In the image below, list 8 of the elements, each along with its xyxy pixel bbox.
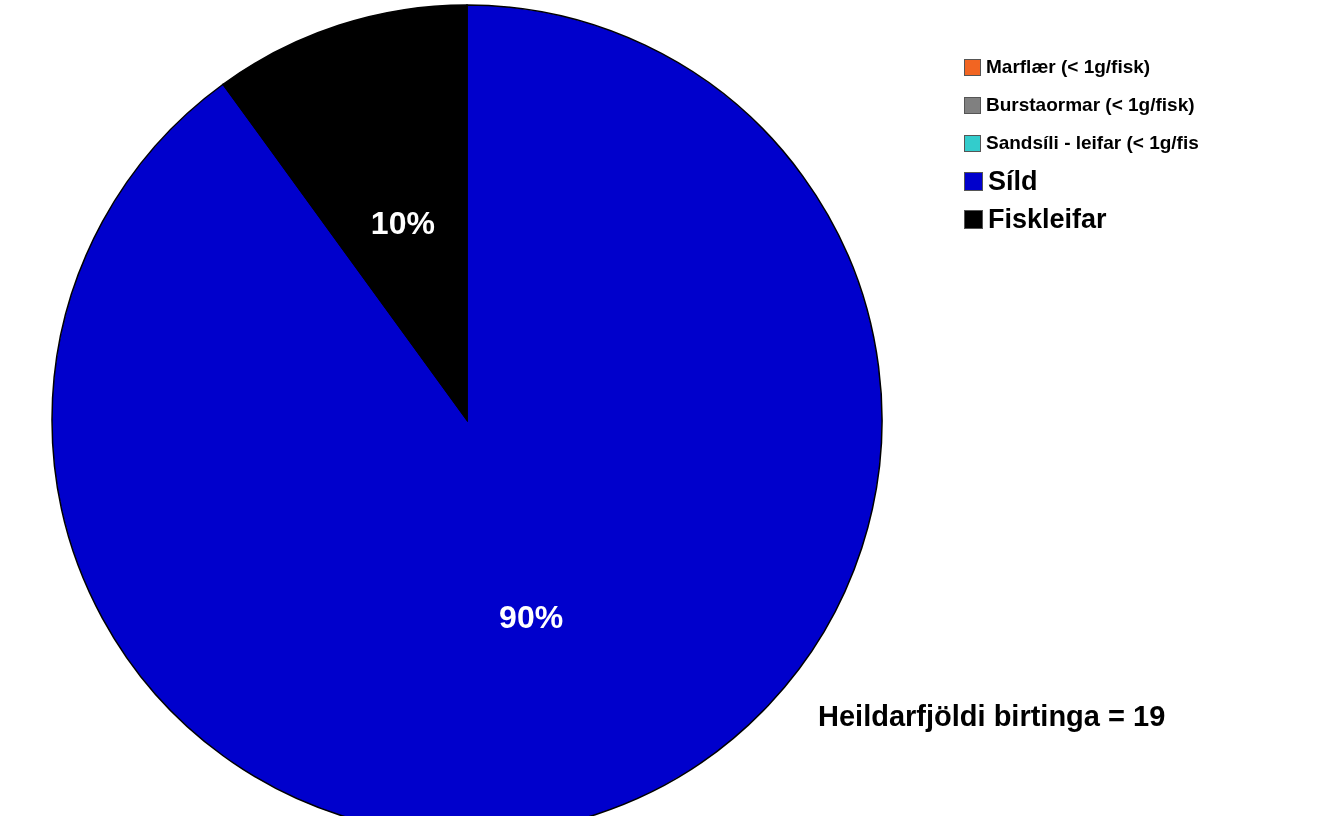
legend-label: Sandsíli - leifar (< 1g/fis — [986, 132, 1199, 154]
data-label: 10% — [370, 204, 435, 241]
legend-label: Fiskleifar — [988, 203, 1107, 235]
legend-label: Síld — [988, 165, 1038, 197]
legend-label: Marflær (< 1g/fisk) — [986, 56, 1151, 78]
text: Heildarfjöldi birtinga = 19 — [818, 700, 1166, 733]
data-label: 90% — [499, 599, 564, 636]
legend-label: Burstaormar (< 1g/fisk) — [986, 94, 1195, 116]
